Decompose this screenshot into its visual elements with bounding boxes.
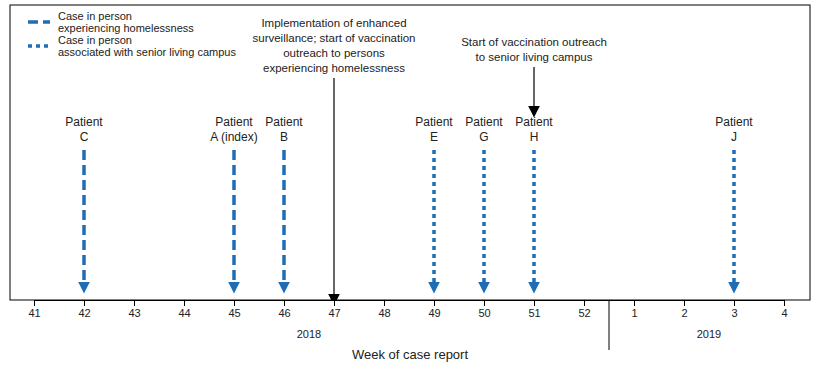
- tick-label: 44: [178, 307, 190, 319]
- tick: 51: [528, 300, 540, 319]
- tick-mark: [34, 300, 35, 306]
- annotation-text: Start of vaccination outreachto senior l…: [461, 36, 607, 63]
- tick-mark: [634, 300, 635, 306]
- tick: 41: [28, 300, 40, 319]
- tick-label: 2: [681, 307, 687, 319]
- tick-label: 51: [528, 307, 540, 319]
- x-axis-title: Week of case report: [352, 347, 468, 362]
- tick-mark: [434, 300, 435, 306]
- case-label: PatientH: [515, 115, 553, 144]
- year-label: 2019: [697, 328, 721, 340]
- legend-label: Case in personexperiencing homelessness: [58, 10, 194, 34]
- tick-label: 4: [781, 307, 787, 319]
- tick-label: 1: [631, 307, 637, 319]
- case-arrow: [432, 150, 436, 284]
- annotation-text: Implementation of enhancedsurveillance; …: [253, 17, 416, 74]
- tick: 3: [731, 300, 737, 319]
- case-arrow: [232, 150, 236, 284]
- tick-mark: [584, 300, 585, 306]
- chart: 41 42 43 44 45 46 47 48 49 50 51 52 1 2 3 4 2018 2019 Week…: [0, 0, 822, 367]
- tick-label: 52: [578, 307, 590, 319]
- case-arrow: [482, 150, 486, 284]
- tick: 42: [78, 300, 90, 319]
- tick-mark: [484, 300, 485, 306]
- year-divider: [609, 300, 610, 350]
- tick-mark: [284, 300, 285, 306]
- tick-mark: [234, 300, 235, 306]
- tick: 46: [278, 300, 290, 319]
- tick: 4: [781, 300, 787, 319]
- legend-swatch: [28, 20, 50, 24]
- tick-label: 47: [328, 307, 340, 319]
- tick: 50: [478, 300, 490, 319]
- tick: 43: [128, 300, 140, 319]
- legend: Case in personexperiencing homelessnessC…: [28, 10, 236, 58]
- tick: 2: [681, 300, 687, 319]
- case-arrow: [82, 150, 86, 284]
- tick-label: 3: [731, 307, 737, 319]
- tick: 44: [178, 300, 190, 319]
- tick-mark: [334, 300, 335, 306]
- tick-label: 46: [278, 307, 290, 319]
- plot-frame: [10, 5, 810, 300]
- tick-mark: [134, 300, 135, 306]
- tick-label: 41: [28, 307, 40, 319]
- year-label: 2018: [297, 328, 321, 340]
- case-arrow: [282, 150, 286, 284]
- tick: 48: [378, 300, 390, 319]
- tick-label: 48: [378, 307, 390, 319]
- tick-mark: [184, 300, 185, 306]
- x-axis: 41 42 43 44 45 46 47 48 49 50 51 52 1 2 3 4: [28, 300, 787, 319]
- tick-label: 43: [128, 307, 140, 319]
- case-arrow: [532, 150, 536, 284]
- tick: 45: [228, 300, 240, 319]
- legend-swatch: [28, 44, 50, 48]
- case-label: PatientE: [415, 115, 453, 144]
- tick-label: 42: [78, 307, 90, 319]
- tick-label: 45: [228, 307, 240, 319]
- tick-mark: [784, 300, 785, 306]
- tick-mark: [734, 300, 735, 306]
- tick: 1: [631, 300, 637, 319]
- case-label: PatientJ: [715, 115, 753, 144]
- axis-line: [35, 300, 785, 301]
- annotation-arrow: [333, 78, 334, 296]
- legend-label: Case in personassociated with senior liv…: [58, 34, 236, 58]
- tick-label: 49: [428, 307, 440, 319]
- case-label: PatientB: [265, 115, 303, 144]
- tick-mark: [384, 300, 385, 306]
- tick: 47: [328, 300, 340, 319]
- tick-mark: [684, 300, 685, 306]
- tick: 52: [578, 300, 590, 319]
- case-label: PatientC: [65, 115, 103, 144]
- case-label: PatientG: [465, 115, 503, 144]
- tick-mark: [84, 300, 85, 306]
- tick-label: 50: [478, 307, 490, 319]
- annotation-arrow: [533, 67, 534, 108]
- case-label: PatientA (index): [210, 115, 257, 144]
- case-arrow: [732, 150, 736, 284]
- tick-mark: [534, 300, 535, 306]
- tick: 49: [428, 300, 440, 319]
- marks: [84, 67, 734, 296]
